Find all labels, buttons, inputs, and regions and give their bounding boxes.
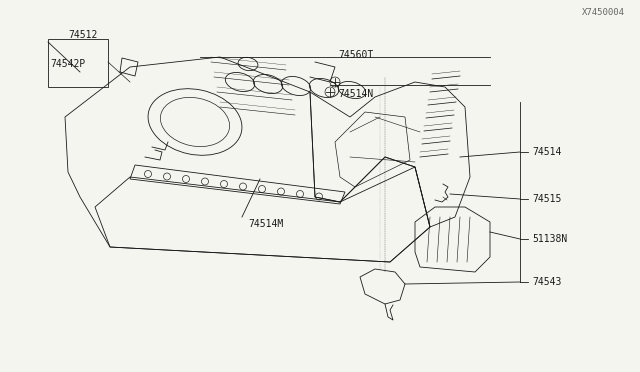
- Text: 74560T: 74560T: [338, 50, 373, 60]
- Bar: [48, 39, 108, 87]
- Text: 74514N: 74514N: [338, 89, 373, 99]
- Text: 74514: 74514: [532, 147, 561, 157]
- Text: 74543: 74543: [532, 277, 561, 287]
- Text: X7450004: X7450004: [582, 8, 625, 17]
- Text: 74515: 74515: [532, 194, 561, 204]
- Text: 74514M: 74514M: [248, 219, 284, 229]
- Text: 74512: 74512: [68, 30, 97, 40]
- Text: 74542P: 74542P: [50, 59, 85, 69]
- Text: 51138N: 51138N: [532, 234, 567, 244]
